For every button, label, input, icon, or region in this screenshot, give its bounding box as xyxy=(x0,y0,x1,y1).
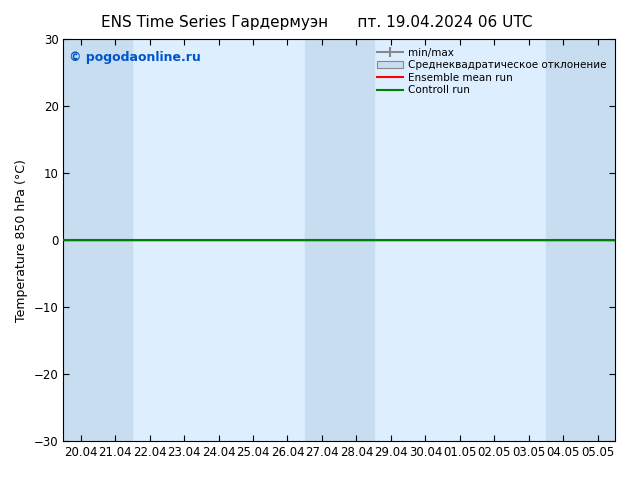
Text: ENS Time Series Гардермуэн      пт. 19.04.2024 06 UTC: ENS Time Series Гардермуэн пт. 19.04.202… xyxy=(101,15,533,30)
Legend: min/max, Среднеквадратическое отклонение, Ensemble mean run, Controll run: min/max, Среднеквадратическое отклонение… xyxy=(374,45,610,98)
Text: © pogodaonline.ru: © pogodaonline.ru xyxy=(69,51,201,64)
Bar xyxy=(546,39,581,441)
Bar xyxy=(98,39,133,441)
Y-axis label: Temperature 850 hPa (°C): Temperature 850 hPa (°C) xyxy=(15,159,29,321)
Bar xyxy=(305,39,339,441)
Bar xyxy=(63,39,98,441)
Bar xyxy=(339,39,373,441)
Bar xyxy=(581,39,615,441)
